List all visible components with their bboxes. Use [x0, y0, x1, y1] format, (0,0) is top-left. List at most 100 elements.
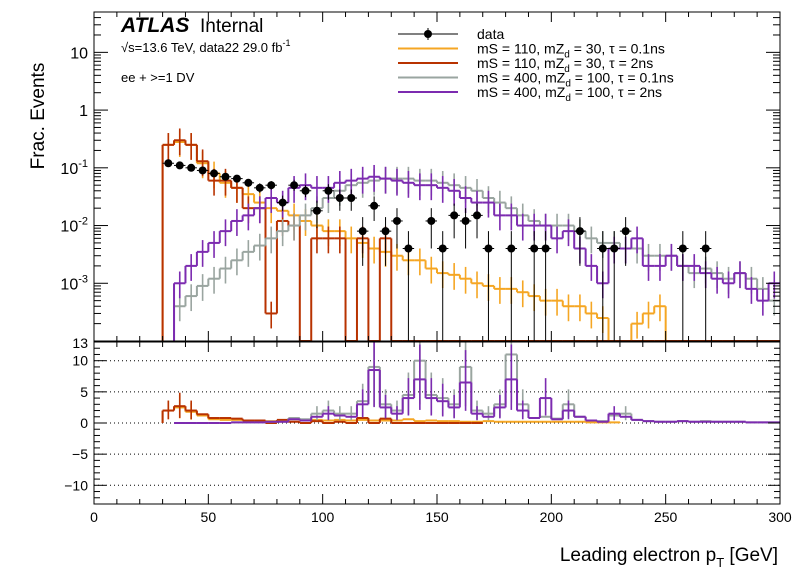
data-point: [610, 244, 619, 253]
y-axis-label: Frac. Events: [28, 63, 49, 170]
ratio-hist-mS110_mZd30_tau2: [161, 392, 483, 424]
data-point: [210, 169, 219, 178]
top-y-tick-label: 1: [79, 103, 88, 120]
data-point: [267, 181, 276, 190]
legend-label: mS = 400, mZd = 100, τ = 0.1ns: [477, 70, 674, 90]
data-point: [244, 178, 253, 187]
x-tick-label: 0: [90, 509, 98, 525]
data-point: [461, 216, 470, 225]
x-axis-label: Leading electron pT [GeV]: [560, 545, 778, 570]
x-axis-label-unit: [GeV]: [724, 545, 778, 566]
top-y-tick-label: 10-3: [60, 273, 88, 293]
legend-label-post: = 30, τ = 0.1ns: [570, 41, 665, 57]
data-point: [164, 159, 173, 168]
ratio-y-tick-label: 10: [72, 353, 88, 369]
data-point: [255, 183, 264, 192]
ratio-series-layer: [161, 342, 780, 424]
data-point: [381, 227, 390, 236]
top-y-tick-label-base: 10: [70, 45, 88, 62]
data-point: [335, 193, 344, 202]
top-y-tick-label-base: 10: [60, 219, 78, 236]
x-axis-label-sub: T: [716, 555, 724, 570]
data-point: [392, 216, 401, 225]
legend-label: data: [477, 26, 504, 42]
x-tick-label: 250: [654, 509, 678, 525]
legend-label-post: = 30, τ = 2ns: [570, 55, 653, 71]
data-point: [598, 244, 607, 253]
ratio-y-top-label: 13: [72, 335, 88, 351]
top-y-tick-label-base: 1: [79, 103, 88, 120]
legend-item-mS110_mZd30_tau0p1: mS = 110, mZd = 30, τ = 0.1ns: [398, 41, 665, 61]
top-x-ticks: [93, 12, 781, 341]
data-point: [301, 186, 310, 195]
ratio-y-tick-label: −10: [64, 477, 88, 493]
legend-marker: [424, 30, 432, 38]
data-point: [187, 163, 196, 172]
data-point: [484, 244, 493, 253]
data-point: [621, 227, 630, 236]
legend-label-sub: d: [565, 93, 571, 104]
atlas-label: ATLAS: [120, 14, 189, 37]
data-point: [575, 227, 584, 236]
legend-label-sub: d: [564, 50, 570, 61]
top-y-tick-label-exp: -2: [78, 216, 88, 228]
legend-label-post: = 100, τ = 0.1ns: [571, 70, 674, 86]
ratio-panel: 0 50 100 150 200 250 300 −10 −5 0 5 10 13: [64, 335, 792, 525]
data-point: [370, 201, 379, 210]
top-data-layer: [162, 159, 712, 341]
ratio-y-ticks: −10 −5 0 5 10 13: [64, 335, 780, 499]
legend-label-post: = 100, τ = 2ns: [571, 84, 662, 100]
data-point: [278, 198, 287, 207]
x-tick-label: 200: [540, 509, 564, 525]
legend-label-sub: d: [564, 64, 570, 75]
data-point: [232, 174, 241, 183]
x-tick-label: 100: [311, 509, 335, 525]
data-point: [473, 211, 482, 220]
legend-label-pre: mS = 110, mZ: [477, 41, 565, 57]
top-y-tick-label-exp: -3: [78, 273, 88, 285]
selection-label: ee + >=1 DV: [121, 70, 195, 85]
data-point: [530, 244, 539, 253]
data-point: [312, 206, 321, 215]
x-tick-label: 300: [768, 509, 792, 525]
legend-label: mS = 110, mZd = 30, τ = 0.1ns: [477, 41, 665, 61]
data-point: [347, 193, 356, 202]
data-point: [404, 244, 413, 253]
top-y-tick-label: 10-1: [60, 158, 88, 178]
ratio-x-ticks: 0 50 100 150 200 250 300: [90, 342, 792, 525]
data-point: [678, 244, 687, 253]
legend-label-sub: d: [565, 79, 571, 90]
legend-label: mS = 400, mZd = 100, τ = 2ns: [477, 84, 662, 104]
legend-label-pre: mS = 110, mZ: [477, 55, 565, 71]
top-y-ticks: [94, 11, 780, 342]
top-y-tick-label-base: 10: [60, 161, 78, 178]
ratio-y-tick-label: 0: [80, 415, 88, 431]
data-point: [198, 166, 207, 175]
top-y-tick-label-base: 10: [60, 276, 78, 293]
legend-item-mS400_mZd100_tau0p1: mS = 400, mZd = 100, τ = 0.1ns: [398, 70, 674, 90]
data-point: [358, 227, 367, 236]
x-tick-label: 50: [201, 509, 217, 525]
data-point: [221, 172, 230, 181]
data-point: [175, 161, 184, 170]
legend-item-mS110_mZd30_tau2: mS = 110, mZd = 30, τ = 2ns: [398, 55, 653, 75]
data-point: [324, 186, 333, 195]
ratio-hist-mS400_mZd100_tau2: [174, 342, 780, 424]
energy-lumi-label: √s=13.6 TeV, data22 29.0 fb-1: [121, 38, 290, 55]
data-point: [290, 181, 299, 190]
data-point: [701, 244, 710, 253]
internal-label: Internal: [200, 16, 263, 37]
legend-label: mS = 110, mZd = 30, τ = 2ns: [477, 55, 653, 75]
data-point: [541, 244, 550, 253]
top-y-tick-label-exp: -1: [78, 158, 88, 170]
top-y-tick-label: 10: [70, 45, 88, 62]
data-point: [438, 244, 447, 253]
legend-item-mS400_mZd100_tau2: mS = 400, mZd = 100, τ = 2ns: [398, 84, 662, 104]
energy-lumi-text: √s=13.6 TeV, data22 29.0 fb: [121, 40, 282, 55]
legend-item-data: data: [398, 26, 504, 42]
x-tick-label: 150: [425, 509, 449, 525]
